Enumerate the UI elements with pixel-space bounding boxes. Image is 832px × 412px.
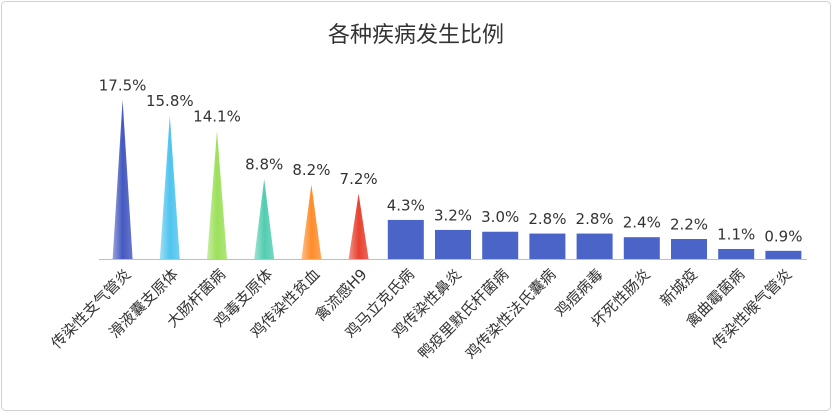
bar (112, 100, 133, 259)
value-label: 3.0% (481, 208, 519, 226)
value-label: 7.2% (340, 170, 378, 188)
bar (435, 229, 471, 259)
bar (623, 237, 660, 259)
bar (254, 179, 275, 259)
bar (159, 115, 180, 260)
value-label: 8.8% (245, 156, 283, 174)
chart-title: 各种疾病发生比例 (328, 23, 504, 48)
value-label: 3.2% (434, 206, 472, 224)
value-label: 1.1% (717, 226, 755, 244)
value-label: 2.2% (670, 216, 708, 234)
bar (529, 233, 566, 259)
value-label: 0.9% (764, 227, 802, 245)
value-label: 2.8% (528, 210, 566, 228)
bar (301, 184, 322, 259)
bar (482, 231, 519, 259)
bar (671, 239, 707, 259)
bar (387, 219, 424, 259)
value-label: 4.3% (387, 196, 425, 214)
value-label: 14.1% (193, 107, 241, 125)
bar (207, 130, 227, 259)
bar (718, 249, 755, 259)
value-label: 2.4% (623, 214, 661, 232)
value-label: 17.5% (99, 77, 147, 95)
bar (348, 193, 369, 259)
bar (765, 250, 802, 259)
value-label: 2.8% (576, 210, 614, 228)
value-label: 15.8% (146, 92, 194, 110)
value-label: 8.2% (292, 161, 330, 179)
bar (576, 233, 613, 259)
